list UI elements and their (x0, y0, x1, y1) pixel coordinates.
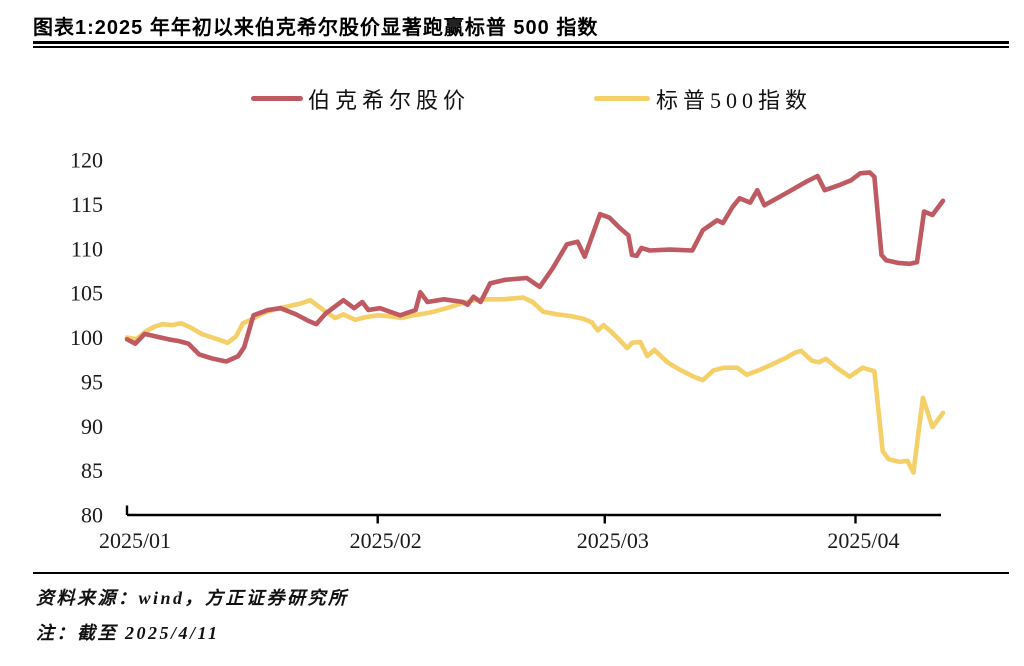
legend-label-berkshire: 伯克希尔股价 (308, 88, 471, 113)
y-tick-label: 95 (81, 369, 103, 394)
y-tick-label: 90 (81, 414, 103, 439)
sp500-line (124, 295, 946, 475)
x-tick-label: 2025/04 (827, 528, 899, 553)
y-tick-label: 100 (70, 325, 103, 350)
title-divider-thin-line (33, 46, 1009, 48)
legend-label-sp500: 标普500指数 (656, 88, 813, 113)
x-tick-label: 2025/03 (577, 528, 649, 553)
legend-swatch-sp500 (594, 96, 650, 101)
y-tick-label: 120 (70, 148, 103, 173)
source-note: 资料来源：wind，方正证券研究所 (36, 588, 349, 608)
berkshire-line (124, 170, 946, 364)
y-tick-label: 85 (81, 458, 103, 483)
y-tick-label: 80 (81, 503, 103, 528)
x-tick-label: 2025/02 (350, 528, 422, 553)
y-tick-label: 115 (71, 192, 103, 217)
date-note: 注：截至 2025/4/11 (36, 623, 220, 643)
y-tick-label: 110 (71, 236, 103, 261)
footer-divider (33, 572, 1009, 574)
y-tick-label: 105 (70, 281, 103, 306)
title-divider-thick-line (33, 41, 1009, 44)
chart-title: 图表1:2025 年年初以来伯克希尔股价显著跑赢标普 500 指数 (33, 17, 599, 39)
title-divider (33, 41, 1009, 48)
x-tick-label: 2025/01 (99, 528, 171, 553)
legend-swatch-berkshire (251, 96, 303, 101)
